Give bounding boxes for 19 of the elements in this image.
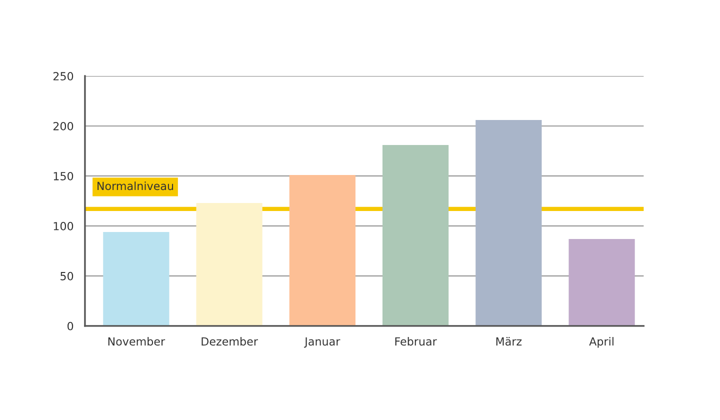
bar (196, 202, 262, 326)
x-tick-label: März (496, 337, 522, 346)
x-tick-label: April (589, 337, 614, 348)
x-tick-label: Januar (304, 337, 340, 348)
y-tick-label: 100 (54, 222, 74, 230)
x-tick-label: Dezember (202, 337, 258, 346)
bar (103, 232, 170, 326)
bar (568, 238, 635, 326)
y-tick-label: 0 (68, 322, 74, 330)
ref-line-label: Normalniveau (98, 182, 174, 190)
bar (382, 144, 449, 326)
bar (476, 120, 542, 326)
x-tick-label: Februar (395, 337, 437, 346)
y-tick-label: 250 (53, 72, 74, 80)
y-tick-label: 50 (60, 272, 74, 280)
x-tick-label: November (108, 337, 166, 346)
y-tick-label: 150 (54, 172, 74, 180)
bar (289, 174, 356, 326)
y-tick-label: 200 (53, 122, 74, 130)
